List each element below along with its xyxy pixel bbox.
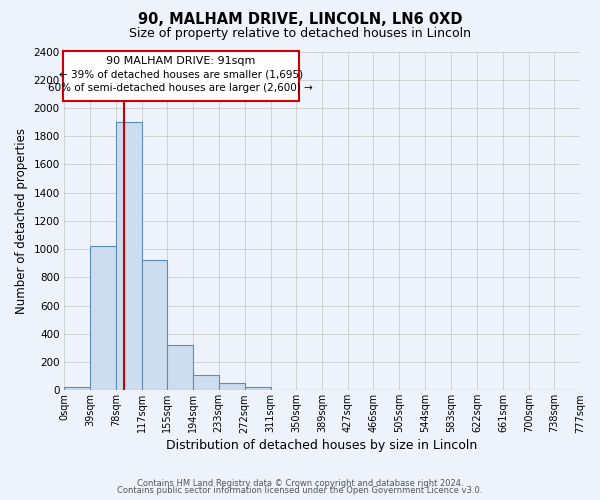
Bar [64,388,90,390]
Bar [245,388,271,390]
X-axis label: Distribution of detached houses by size in Lincoln: Distribution of detached houses by size … [166,440,478,452]
Text: Contains public sector information licensed under the Open Government Licence v3: Contains public sector information licen… [118,486,482,495]
Text: 90 MALHAM DRIVE: 91sqm: 90 MALHAM DRIVE: 91sqm [106,56,256,66]
Bar [219,383,245,390]
Text: Contains HM Land Registry data © Crown copyright and database right 2024.: Contains HM Land Registry data © Crown c… [137,478,463,488]
Bar [167,345,193,391]
FancyBboxPatch shape [63,51,299,101]
Text: ← 39% of detached houses are smaller (1,695): ← 39% of detached houses are smaller (1,… [59,69,303,79]
Bar [142,260,167,390]
Y-axis label: Number of detached properties: Number of detached properties [15,128,28,314]
Text: Size of property relative to detached houses in Lincoln: Size of property relative to detached ho… [129,28,471,40]
Bar [90,246,116,390]
Bar [116,122,142,390]
Bar [193,376,219,390]
Text: 90, MALHAM DRIVE, LINCOLN, LN6 0XD: 90, MALHAM DRIVE, LINCOLN, LN6 0XD [138,12,462,28]
Text: 60% of semi-detached houses are larger (2,600) →: 60% of semi-detached houses are larger (… [49,83,313,93]
